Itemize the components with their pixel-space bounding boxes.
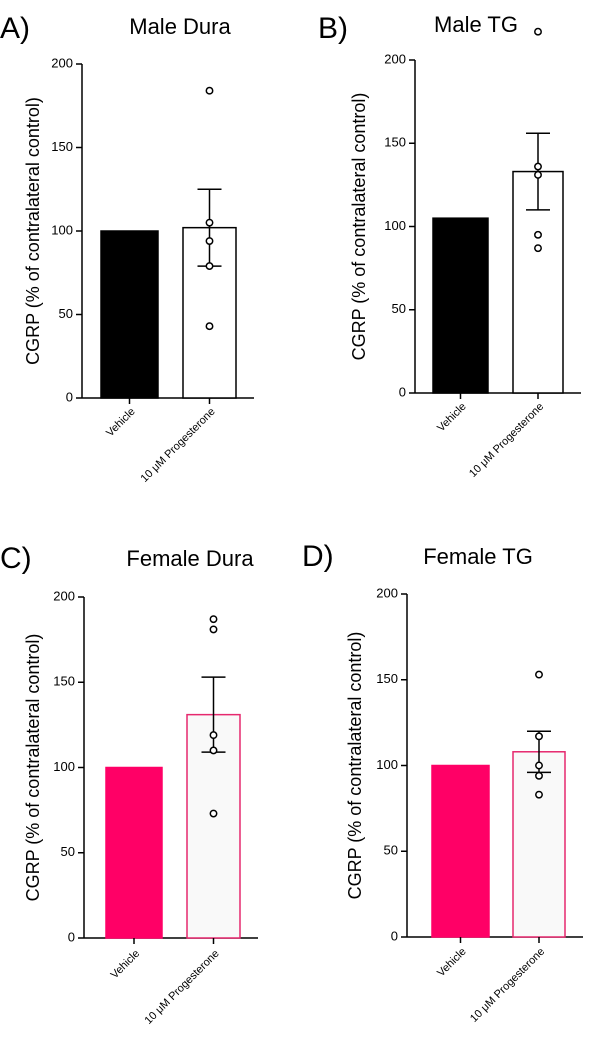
panel-2-ytick-label: 0: [399, 384, 406, 399]
panel-4-data-point: [535, 790, 543, 799]
panel-2-ytick-label: 100: [384, 218, 406, 233]
panel-3-bar-1: [105, 766, 163, 939]
panel-4-ytick-label: 0: [391, 928, 398, 943]
panel-1-ytick-label: 200: [51, 55, 73, 70]
panel-4-ytick-label: 150: [376, 671, 398, 686]
panel-2-bar-1: [432, 217, 489, 394]
panel-4-ylabel: CGRP (% of contralateral control): [345, 632, 365, 900]
panel-1-data-point: [205, 218, 214, 227]
panel-4-letter: D): [302, 540, 334, 573]
panel-3-title: Female Dura: [126, 546, 254, 571]
panel-2-data-point: [534, 230, 542, 239]
panel-2-data-point: [534, 27, 542, 36]
panel-1-data-point: [205, 86, 214, 95]
panel-1-letter: A): [0, 12, 30, 45]
panel-2-title: Male TG: [434, 12, 518, 37]
panel-1-category-label: Vehicle: [104, 406, 138, 440]
panel-1-bar-1: [100, 230, 159, 399]
panel-4-ytick-label: 100: [376, 757, 398, 772]
panel-2-data-point: [534, 170, 542, 179]
panel-4-title: Female TG: [423, 544, 533, 569]
panel-3-data-point: [209, 615, 218, 624]
panel-2-ylabel: CGRP (% of contralateral control): [349, 93, 369, 361]
panel-2-category-label: 10 μM Progesterone: [467, 401, 546, 480]
panel-2-category-label: Vehicle: [435, 401, 469, 435]
panel-3-ytick-label: 200: [53, 588, 75, 603]
panel-4-data-point: [535, 732, 543, 741]
panel-3-ytick-label: 50: [61, 844, 75, 859]
panel-3-data-point: [209, 625, 218, 634]
panel-1-category-label: 10 μM Progesterone: [139, 406, 218, 485]
panel-1-title: Male Dura: [129, 14, 231, 39]
panel-3-data-point: [209, 731, 218, 740]
panel-4-data-point: [535, 771, 543, 780]
panel-3-category-label: Vehicle: [109, 948, 143, 982]
panel-3-ytick-label: 100: [53, 759, 75, 774]
panel-1-ytick-label: 0: [66, 389, 73, 404]
panel-2-data-point: [534, 162, 542, 171]
panel-2-data-point: [534, 244, 542, 253]
panel-3-ytick-label: 150: [53, 674, 75, 689]
panel-1-ytick-label: 50: [59, 306, 73, 321]
panel-1-ytick-label: 150: [51, 139, 73, 154]
panel-4-ytick-label: 50: [384, 843, 398, 858]
panel-1-data-point: [205, 262, 214, 271]
panel-4-bar-1: [431, 764, 490, 938]
panel-4-category-label: Vehicle: [435, 946, 469, 980]
panel-1-ylabel: CGRP (% of contralateral control): [23, 97, 43, 365]
panel-4-category-label: 10 μM Progesterone: [468, 946, 547, 1025]
panel-4-bar-2: [512, 751, 566, 938]
panel-2-ytick-label: 200: [384, 51, 406, 66]
panel-2-ytick-label: 50: [392, 301, 406, 316]
panel-2-letter: B): [318, 12, 348, 45]
panel-3-ytick-label: 0: [68, 929, 75, 944]
panel-3-ylabel: CGRP (% of contralateral control): [23, 634, 43, 902]
panel-3-data-point: [209, 809, 218, 818]
panel-4-ytick-label: 200: [376, 585, 398, 600]
panel-3-category-label: 10 μM Progesterone: [143, 948, 222, 1027]
panel-4-data-point: [535, 761, 543, 770]
panel-3-letter: C): [0, 542, 32, 575]
panel-3-data-point: [209, 746, 218, 755]
panel-4-data-point: [535, 670, 543, 679]
panel-1-data-point: [205, 237, 214, 245]
panel-1-ytick-label: 100: [51, 222, 73, 237]
panel-2-ytick-label: 150: [384, 135, 406, 150]
panel-1-data-point: [205, 322, 214, 331]
